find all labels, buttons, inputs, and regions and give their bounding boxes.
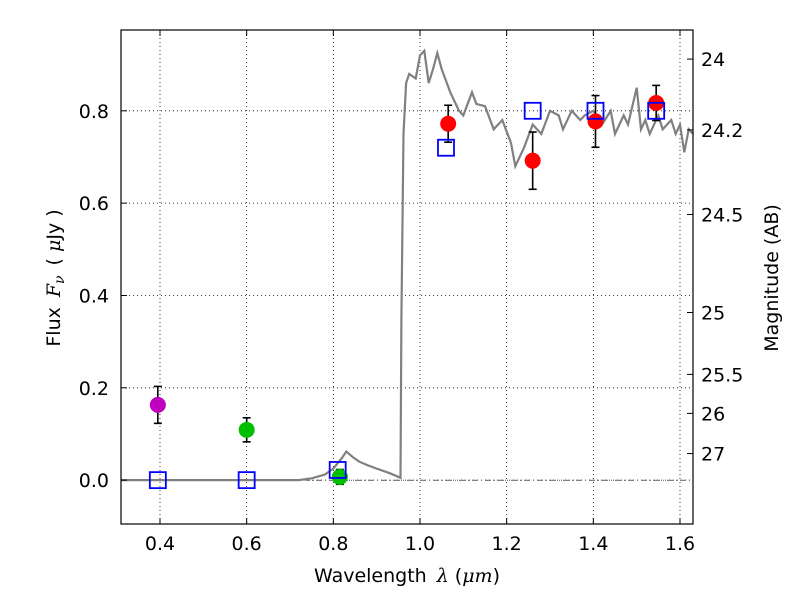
y2-tick-label: 25.5: [701, 364, 743, 386]
x-tick-label: 0.4: [145, 533, 175, 555]
y-axis-title: FluxFν(μJy): [43, 209, 68, 346]
grid: [121, 30, 693, 524]
x-tick-label: 1.0: [405, 533, 435, 555]
model-sed-line: [121, 48, 694, 482]
observed-point: [238, 421, 255, 438]
model-photometry-point: [237, 471, 256, 490]
x-tick-label: 0.6: [232, 533, 262, 555]
observed-point: [587, 113, 604, 130]
y2-tick-label: 27: [701, 444, 725, 466]
model-photometry-point: [437, 138, 455, 157]
y2-tick-label: 24: [701, 49, 725, 71]
observed-point: [524, 152, 541, 169]
x-axis-title: Wavelength λ (μm): [314, 565, 500, 587]
observed-point: [149, 396, 166, 413]
y2-tick-label: 25: [701, 303, 725, 325]
ticks: 0.4 0.6 0.8 1.0 1.2 1.4 1.6 0.0 0.2 0.4 0.6 0.8 24 24…: [79, 30, 743, 555]
x-tick-label: 1.6: [665, 533, 695, 555]
y2-tick-label: 26: [701, 403, 725, 425]
model-photometry-point: [647, 101, 666, 120]
y2-axis-title: Magnitude (AB): [761, 204, 783, 352]
y-tick-label: 0.8: [79, 101, 109, 123]
model-photometry-point: [328, 461, 347, 479]
y2-tick-label: 24.5: [701, 204, 743, 226]
x-tick-label: 1.4: [578, 533, 608, 555]
y-tick-label: 0.2: [79, 378, 109, 400]
y-tick-label: 0.0: [79, 470, 109, 492]
markers: [148, 84, 666, 490]
observed-point: [440, 115, 457, 132]
y-tick-label: 0.4: [79, 285, 109, 307]
y-tick-label: 0.6: [79, 193, 109, 215]
x-tick-label: 0.8: [318, 533, 348, 555]
model-photometry-point: [148, 471, 167, 490]
y2-tick-label: 24.2: [701, 120, 743, 142]
model-photometry-point: [586, 101, 605, 120]
x-tick-label: 1.2: [492, 533, 522, 555]
model-photometry-point: [523, 101, 542, 120]
observed-point: [331, 468, 348, 485]
plot-frame: [120, 29, 694, 525]
